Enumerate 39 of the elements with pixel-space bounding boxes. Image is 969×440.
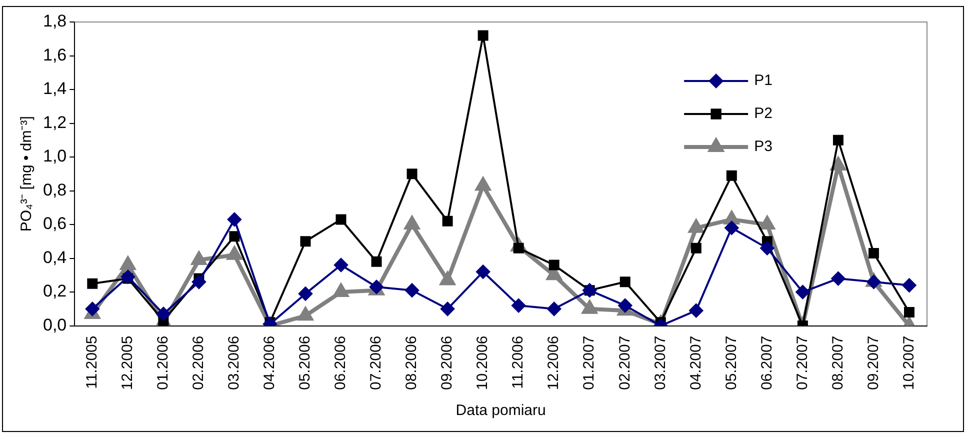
legend-label: P2 — [754, 105, 772, 122]
y-tick-label: 0,2 — [42, 282, 67, 301]
y-tick-label: 1,4 — [42, 79, 67, 98]
x-tick-label: 06.2006 — [332, 336, 350, 390]
y-tick-label: 0,4 — [42, 248, 67, 267]
x-tick-label: 12.2006 — [545, 336, 562, 390]
x-tick-label: 01.2007 — [580, 336, 598, 390]
y-tick-label: 1,6 — [42, 45, 67, 64]
x-tick-label: 07.2007 — [794, 336, 811, 390]
x-tick-label: 06.2007 — [758, 336, 776, 390]
y-axis-title: PO₄³⁻ [mg • dm⁻³] — [18, 116, 36, 232]
x-tick-label: 05.2006 — [296, 336, 314, 390]
legend-label: P1 — [754, 72, 772, 90]
x-tick-label: 10.2007 — [900, 336, 918, 390]
y-tick-label: 0,6 — [42, 214, 67, 234]
x-tick-label: 02.2006 — [190, 336, 208, 390]
y-tick-label: 1,0 — [42, 146, 67, 166]
y-tick-label: 1,8 — [42, 12, 67, 31]
x-tick-label: 12.2005 — [119, 336, 136, 390]
x-tick-label: 04.2007 — [687, 336, 704, 390]
x-tick-label: 03.2007 — [652, 336, 669, 390]
x-tick-label: 11.2005 — [84, 336, 101, 389]
x-tick-label: 04.2006 — [261, 336, 278, 390]
x-tick-label: 08.2006 — [403, 336, 420, 390]
y-tick-label: 1,2 — [42, 112, 67, 132]
legend-label: P3 — [754, 138, 772, 156]
y-tick-label: 0,8 — [42, 180, 67, 200]
x-tick-label: 01.2006 — [154, 336, 172, 390]
x-tick-label: 07.2006 — [368, 336, 385, 390]
x-tick-label: 09.2006 — [438, 336, 456, 390]
x-tick-label: 08.2007 — [829, 336, 846, 390]
y-tick-label: 0,0 — [42, 315, 67, 334]
x-tick-label: 09.2007 — [864, 336, 882, 390]
x-tick-label: 05.2007 — [722, 336, 740, 390]
x-tick-label: 11.2006 — [510, 336, 527, 389]
x-axis-title: Data pomiaru — [456, 402, 546, 420]
x-tick-label: 02.2007 — [616, 336, 634, 390]
x-tick-label: 03.2006 — [226, 336, 243, 390]
x-tick-label: 10.2006 — [474, 336, 492, 390]
